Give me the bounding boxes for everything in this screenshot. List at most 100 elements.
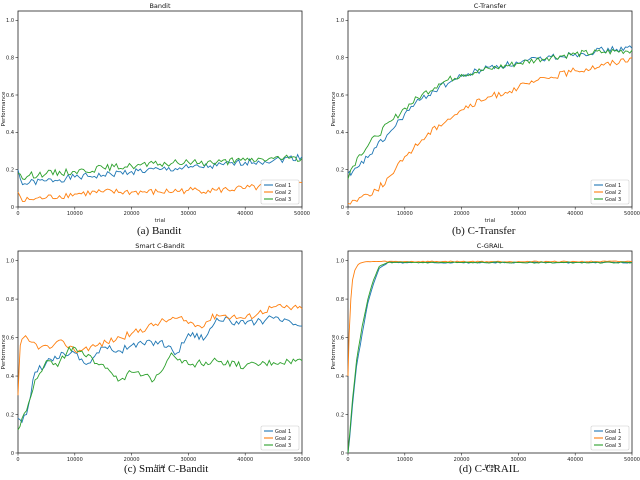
x-tick-label: 0 [346, 457, 349, 463]
plot-frame [347, 10, 633, 208]
y-tick-label: 0.2 [6, 167, 14, 173]
caption-smart-c-bandit: (c) Smart C-Bandit [124, 463, 209, 475]
y-axis-label: Performance [1, 334, 7, 369]
y-tick-label: 0.8 [336, 297, 344, 303]
series-line-goal-1 [17, 153, 303, 186]
x-tick-label: 50000 [624, 457, 640, 463]
x-tick-label: 20000 [124, 457, 140, 463]
x-tick-label: 40000 [567, 457, 583, 463]
y-tick-label: 0 [11, 205, 14, 211]
x-tick-label: 0 [346, 211, 349, 217]
y-tick-label: 0.4 [6, 130, 14, 136]
chart-title: C-GRAIL [477, 242, 504, 250]
series-line-goal-3 [17, 346, 303, 431]
y-tick-label: 0.6 [6, 93, 14, 99]
y-tick-label: 0.6 [336, 93, 344, 99]
legend-label: Goal 2 [605, 190, 621, 196]
caption-c-transfer: (b) C-Transfer [452, 225, 516, 237]
legend-box [260, 179, 300, 205]
x-tick-label: 10000 [397, 457, 413, 463]
y-tick-label: 0.8 [6, 297, 14, 303]
plot-frame [17, 10, 303, 208]
y-tick-label: 0.2 [6, 412, 14, 418]
y-tick-label: 0.8 [336, 55, 344, 61]
legend-label: Goal 3 [605, 197, 621, 203]
y-tick-label: 0 [11, 451, 14, 457]
x-tick-label: 50000 [294, 457, 310, 463]
series-line-goal-1 [17, 315, 303, 424]
y-tick-label: 0.4 [6, 374, 14, 380]
x-axis-label: trial [485, 218, 496, 224]
plot-frame [17, 250, 303, 454]
x-tick-label: 10000 [67, 457, 83, 463]
plot-smart-c-bandit: Smart C-Bandit 0 10000 20000 30000 40000 50000… [1, 242, 310, 470]
legend-label: Goal 1 [605, 429, 621, 435]
x-axis-label: trial [485, 464, 496, 470]
legend-box [590, 425, 630, 451]
series-line-goal-2 [17, 181, 303, 202]
y-tick-label: 1.0 [6, 18, 14, 24]
x-tick-label: 20000 [124, 211, 140, 217]
x-tick-label: 0 [16, 211, 19, 217]
series-line-goal-3 [17, 154, 303, 180]
legend-label: Goal 1 [275, 429, 291, 435]
y-tick-label: 0.2 [336, 167, 344, 173]
legend-label: Goal 1 [605, 183, 621, 189]
series-line-goal-2 [17, 303, 303, 396]
x-axis-label: trial [155, 464, 166, 470]
legend-label: Goal 3 [275, 443, 291, 449]
plot-frame [347, 250, 633, 454]
x-tick-label: 30000 [510, 457, 526, 463]
y-axis-label: Performance [331, 334, 337, 369]
legend-box [590, 179, 630, 205]
series-line-goal-2 [347, 57, 633, 205]
x-tick-label: 40000 [237, 211, 253, 217]
y-tick-label: 0.6 [336, 335, 344, 341]
legend-label: Goal 3 [275, 197, 291, 203]
y-tick-label: 1.0 [6, 258, 14, 264]
y-tick-label: 0.2 [336, 412, 344, 418]
series-line-goal-2 [347, 260, 633, 377]
y-tick-label: 1.0 [336, 258, 344, 264]
legend-box [260, 425, 300, 451]
y-tick-label: 0.6 [6, 335, 14, 341]
chart-title: Smart C-Bandit [135, 242, 185, 250]
x-tick-label: 0 [16, 457, 19, 463]
plot-c-grail: C-GRAIL 0 10000 20000 30000 40000 50000 0 0.2 0.4… [331, 242, 640, 470]
legend-label: Goal 2 [605, 436, 621, 442]
x-tick-label: 40000 [567, 211, 583, 217]
legend-label: Goal 1 [275, 183, 291, 189]
y-tick-label: 0.8 [6, 55, 14, 61]
x-tick-label: 30000 [180, 211, 196, 217]
series-line-goal-3 [347, 48, 633, 180]
legend-label: Goal 2 [275, 436, 291, 442]
caption-c-grail: (d) C-GRAIL [459, 463, 520, 475]
caption-bandit: (a) Bandit [137, 225, 182, 237]
x-tick-label: 30000 [180, 457, 196, 463]
y-tick-label: 0 [341, 451, 344, 457]
x-tick-label: 10000 [397, 211, 413, 217]
y-tick-label: 0.4 [336, 374, 344, 380]
x-tick-label: 50000 [624, 211, 640, 217]
y-axis-label: Performance [331, 91, 337, 126]
x-tick-label: 20000 [454, 211, 470, 217]
x-tick-label: 50000 [294, 211, 310, 217]
x-axis-label: trial [155, 218, 166, 224]
x-tick-label: 10000 [67, 211, 83, 217]
chart-title: C-Transfer [474, 2, 507, 10]
y-tick-label: 0 [341, 205, 344, 211]
plot-bandit: Bandit 0 10000 20000 30000 40000 50000 0 0.2 0.4 0… [1, 2, 310, 224]
x-tick-label: 40000 [237, 457, 253, 463]
series-line-goal-3 [347, 261, 633, 454]
y-axis-label: Performance [1, 91, 7, 126]
series-line-goal-1 [347, 45, 633, 177]
chart-title: Bandit [149, 2, 170, 10]
plot-c-transfer: C-Transfer 0 10000 20000 30000 40000 50000 0 0.2… [331, 2, 640, 224]
y-tick-label: 0.4 [336, 130, 344, 136]
